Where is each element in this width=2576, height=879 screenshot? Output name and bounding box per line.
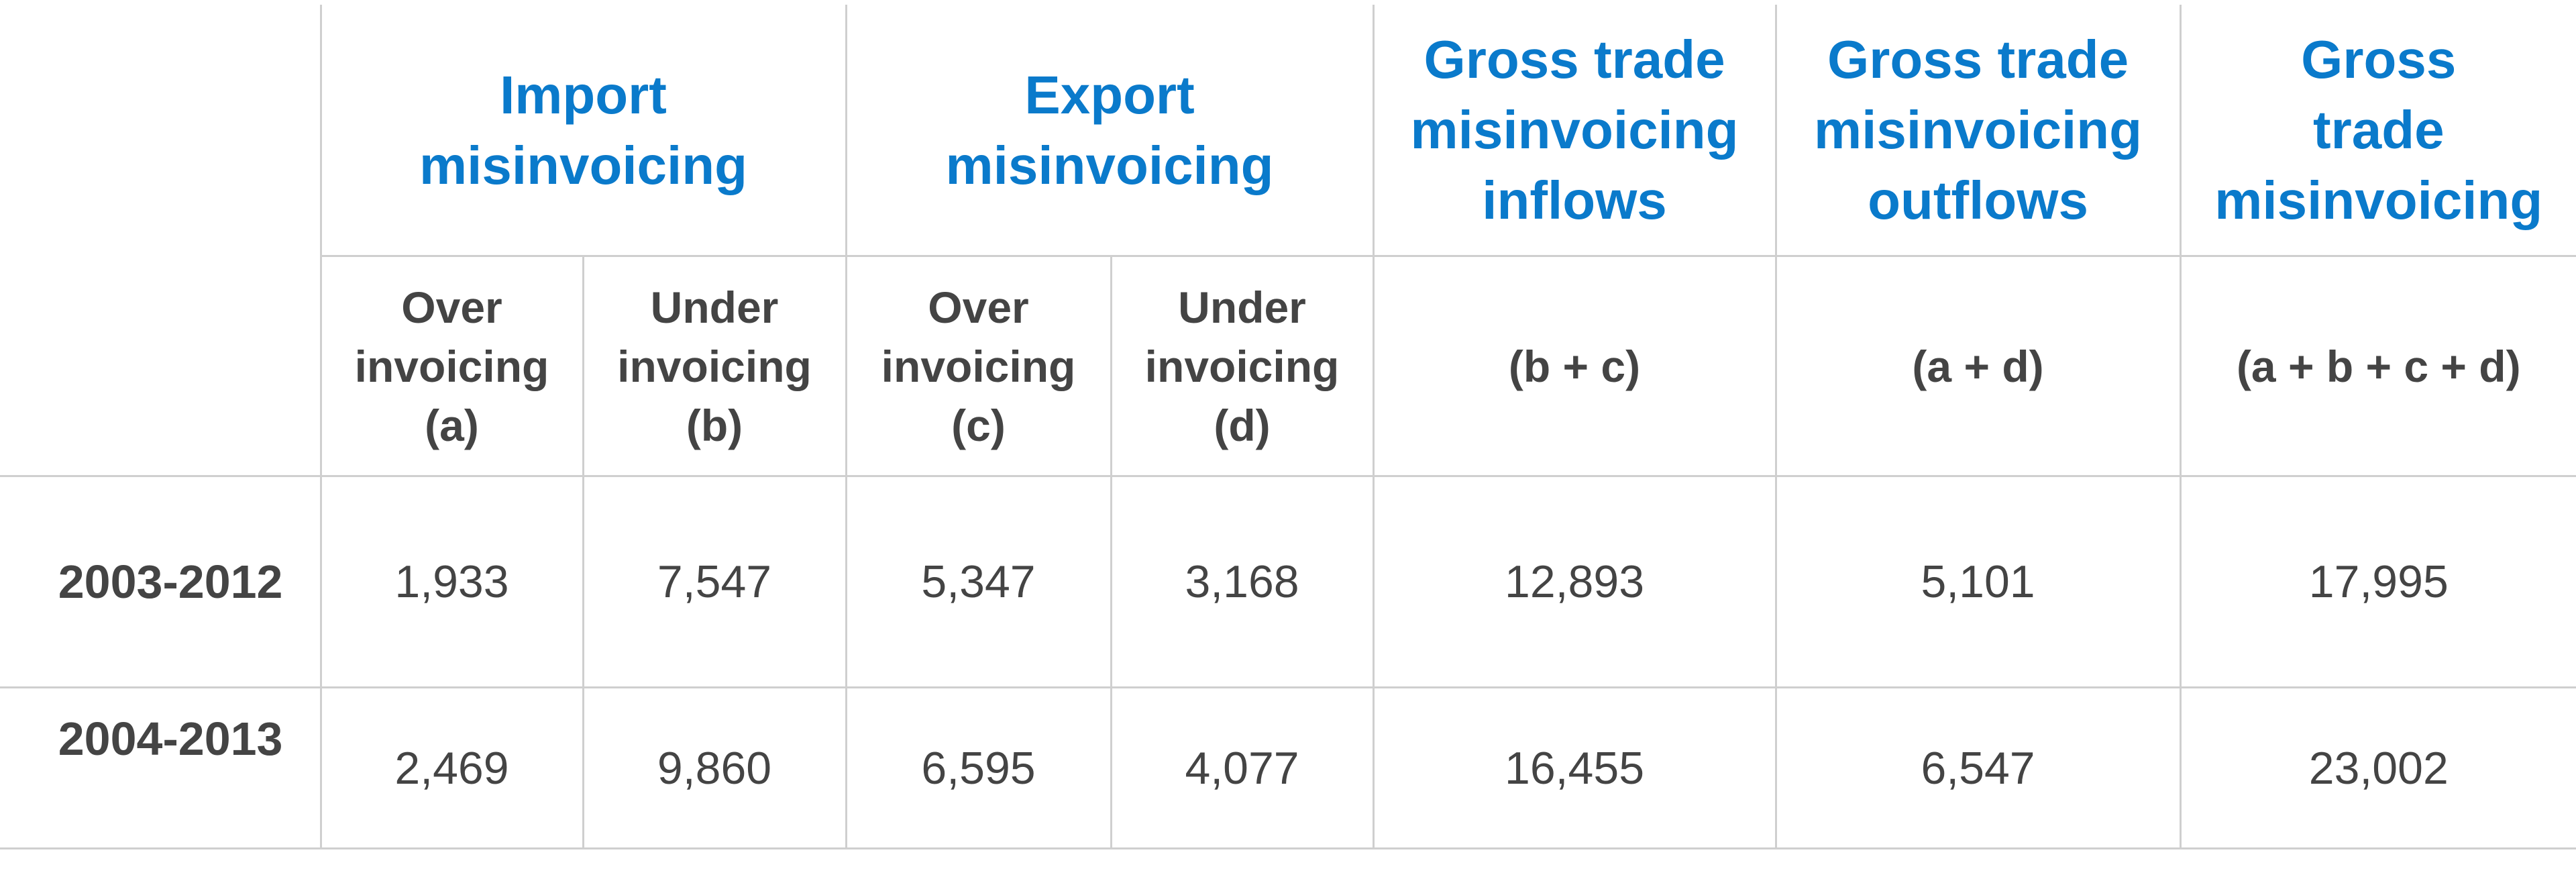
- corner-cell: [0, 5, 322, 477]
- header-line: invoicing: [881, 341, 1076, 391]
- header-line: Gross trade: [1827, 30, 2129, 89]
- subheader: (a + d): [1774, 255, 2182, 477]
- value-cell: 6,547: [1774, 686, 2182, 849]
- header-line: outflows: [1868, 170, 2088, 230]
- value-cell: 7,547: [582, 475, 847, 688]
- subheader: Under invoicing (d): [1110, 255, 1375, 477]
- header-line: inflows: [1482, 170, 1667, 230]
- header-line: invoicing: [354, 341, 549, 391]
- header-line: misinvoicing: [1814, 100, 2143, 160]
- data-row: 2003-2012 1,933 7,547 5,347 3,168 12,893 5,101…: [0, 475, 2576, 688]
- group-header: Gross trade misinvoicing: [2179, 5, 2576, 257]
- subheader: (a + b + c + d): [2179, 255, 2576, 477]
- row-label: 2003-2012: [0, 475, 322, 688]
- header-line: (b + c): [1508, 341, 1641, 391]
- header-line: (a + b + c + d): [2236, 341, 2521, 391]
- misinvoicing-table: Import misinvoicing Export misinvoicing Gros…: [0, 5, 2576, 849]
- value-cell: 1,933: [319, 475, 584, 688]
- header-line: misinvoicing: [419, 135, 747, 195]
- header-line: Under: [1178, 282, 1306, 332]
- header-line: misinvoicing: [1410, 100, 1739, 160]
- group-header: Export misinvoicing: [845, 5, 1375, 257]
- header-line: Gross: [2301, 30, 2457, 89]
- value-cell: 17,995: [2179, 475, 2576, 688]
- value-cell: 5,101: [1774, 475, 2182, 688]
- header-line: (a): [425, 400, 479, 450]
- header-line: Over: [928, 282, 1029, 332]
- subheader-row: Over invoicing (a) Under invoicing (b) Over inv…: [0, 255, 2576, 477]
- value-cell: 12,893: [1372, 475, 1777, 688]
- table-head: Import misinvoicing Export misinvoicing Gros…: [0, 5, 2576, 477]
- header-line: misinvoicing: [945, 135, 1274, 195]
- header-line: invoicing: [617, 341, 812, 391]
- header-line: (b): [686, 400, 743, 450]
- value-cell: 2,469: [319, 686, 584, 849]
- header-line: misinvoicing: [2214, 170, 2543, 230]
- header-line: invoicing: [1144, 341, 1340, 391]
- header-line: trade: [2312, 100, 2445, 160]
- header-row: Import misinvoicing Export misinvoicing Gros…: [0, 5, 2576, 477]
- group-header: Gross trade misinvoicing inflows: [1372, 5, 1777, 257]
- header-line: (a + d): [1912, 341, 2044, 391]
- value-cell: 9,860: [582, 686, 847, 849]
- value-cell: 6,595: [845, 686, 1112, 849]
- subheader: Under invoicing (b): [582, 255, 847, 477]
- row-label: 2004-2013: [0, 686, 322, 849]
- header-line: Gross trade: [1424, 30, 1725, 89]
- value-cell: 3,168: [1110, 475, 1375, 688]
- subheader: Over invoicing (a): [321, 255, 584, 477]
- value-cell: 4,077: [1110, 686, 1375, 849]
- header-line: Over: [401, 282, 502, 332]
- value-cell: 16,455: [1372, 686, 1777, 849]
- header-line: Under: [650, 282, 779, 332]
- subheader: Over invoicing (c): [845, 255, 1112, 477]
- header-line: Import: [500, 64, 667, 125]
- table-body: 2003-2012 1,933 7,547 5,347 3,168 12,893 5,101…: [0, 475, 2576, 849]
- value-cell: 23,002: [2179, 686, 2576, 849]
- data-row: 2004-2013 2,469 9,860 6,595 4,077 16,455 6,547…: [0, 686, 2576, 849]
- value-cell: 5,347: [845, 475, 1112, 688]
- header-line: (d): [1214, 400, 1271, 450]
- header-line: Export: [1024, 64, 1195, 125]
- header-line: (c): [951, 400, 1006, 450]
- group-header: Gross trade misinvoicing outflows: [1774, 5, 2182, 257]
- group-header: Import misinvoicing: [319, 5, 847, 257]
- subheader: (b + c): [1372, 255, 1777, 477]
